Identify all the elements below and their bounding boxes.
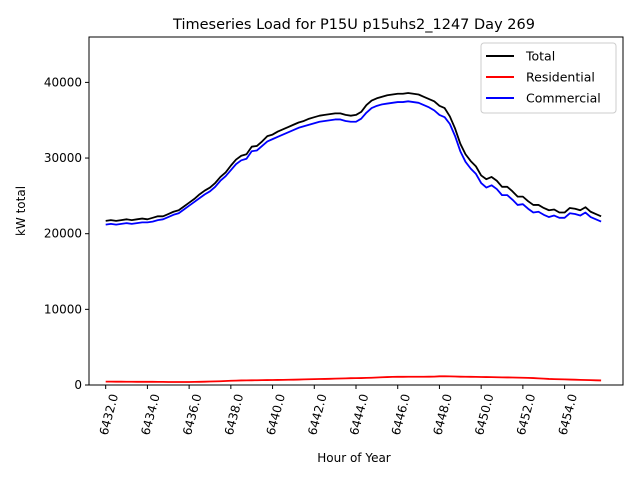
x-axis: 6432.0 6434.0 6436.0 6438.0 6440.0 6442.0 6444…	[97, 385, 580, 437]
series-line-commercial	[105, 100, 602, 226]
series-line-total	[105, 92, 602, 222]
chart-title: Timeseries Load for P15U p15uhs2_1247 Da…	[172, 17, 535, 33]
x-tick-label: 6432.0	[97, 392, 121, 436]
x-tick-label: 6452.0	[514, 392, 538, 436]
x-tick-label: 6454.0	[556, 392, 580, 436]
legend-label-commercial: Commercial	[526, 91, 601, 106]
x-axis-label: Hour of Year	[317, 451, 391, 465]
series-line-residential	[105, 375, 602, 383]
legend-label-residential: Residential	[526, 70, 595, 85]
x-tick-label: 6436.0	[180, 392, 204, 436]
x-tick-label: 6450.0	[472, 392, 496, 436]
legend-box	[480, 42, 617, 114]
x-tick-label: 6440.0	[264, 392, 288, 436]
x-tick-label: 6444.0	[347, 392, 371, 436]
legend: Total Residential Commercial	[480, 42, 617, 114]
x-tick-label: 6448.0	[430, 392, 454, 436]
series-layer	[105, 92, 602, 383]
x-tick-label: 6438.0	[222, 392, 246, 436]
y-tick-label: 20000	[44, 227, 82, 241]
y-tick-label: 30000	[44, 151, 82, 165]
x-tick-label: 6434.0	[138, 392, 162, 436]
legend-label-total: Total	[525, 49, 555, 64]
y-axis: 0 10000 20000 30000 40000	[44, 75, 89, 392]
x-tick-label: 6446.0	[389, 392, 413, 436]
y-tick-label: 10000	[44, 302, 82, 316]
y-axis-label: kW total	[14, 186, 28, 236]
y-tick-label: 40000	[44, 75, 82, 89]
y-tick-label: 0	[74, 378, 82, 392]
x-tick-label: 6442.0	[305, 392, 329, 436]
